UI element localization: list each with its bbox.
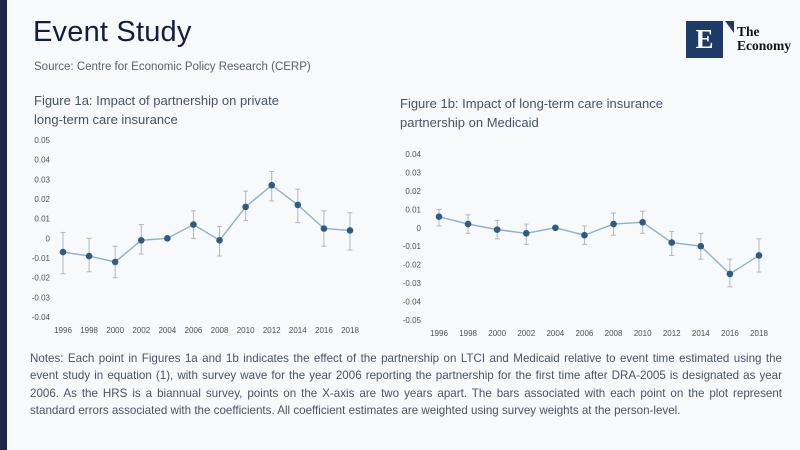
figure-1a-chart: 0.05 0.04 0.03 0.02 0.01 0 -0.01 -0.02 -0.03 -0.0… [32, 136, 360, 335]
x-axis-tick-label: 2002 [517, 329, 535, 338]
brand-logo: E The Economy [686, 21, 791, 58]
x-axis-tick-label: 2006 [576, 329, 594, 338]
x-axis-tick-label: 2016 [315, 326, 333, 335]
y-axis-tick-label: 0.05 [34, 136, 50, 145]
source-line: Source: Centre for Economic Policy Resea… [34, 61, 311, 73]
data-point [216, 237, 223, 244]
logo-wordmark-line2: Economy [737, 38, 791, 54]
x-axis-tick-label: 2000 [488, 329, 506, 338]
data-point [668, 239, 676, 246]
trend-line [62, 184, 351, 263]
left-accent-bar [0, 0, 7, 450]
y-axis-tick-label: -0.01 [403, 242, 422, 251]
data-point [190, 221, 197, 228]
x-axis-tick-label: 1998 [459, 329, 477, 338]
data-point [346, 227, 354, 234]
x-axis-tick-label: 2018 [341, 326, 359, 335]
y-axis-tick-label: -0.04 [32, 313, 51, 322]
x-axis-tick-label: 2014 [692, 329, 710, 338]
y-axis-tick-label: 0 [417, 224, 422, 233]
data-point [294, 201, 302, 209]
data-point [137, 237, 145, 244]
y-axis-tick-label: -0.02 [32, 274, 51, 283]
data-point [552, 224, 559, 232]
x-axis-tick-label: 2008 [211, 326, 229, 335]
y-axis-tick-label: 0.02 [34, 195, 50, 204]
figure-1b-title: Figure 1b: Impact of long-term care insu… [400, 96, 664, 130]
x-axis-tick-label: 2010 [237, 326, 255, 335]
x-axis-tick-label: 1996 [430, 329, 448, 338]
data-point [610, 220, 617, 228]
y-axis-tick-label: 0.04 [405, 150, 421, 159]
x-axis-tick-label: 2004 [546, 329, 564, 338]
data-point [464, 220, 472, 228]
data-point [111, 258, 119, 266]
y-axis-tick-label: -0.02 [403, 261, 422, 270]
data-point [164, 235, 171, 242]
logo-wordmark-line1: The [737, 24, 760, 39]
y-axis-tick-label: -0.05 [403, 316, 422, 325]
data-point [242, 203, 249, 211]
x-axis-tick-label: 2018 [750, 329, 768, 338]
y-axis-tick-label: 0.02 [405, 187, 421, 196]
y-axis-tick-label: -0.03 [32, 293, 51, 302]
y-axis-tick-label: 0.03 [405, 168, 421, 177]
x-axis-tick-label: 2002 [132, 326, 150, 335]
x-axis-tick-label: 2014 [289, 326, 307, 335]
page-title: Event Study [33, 16, 192, 48]
x-axis-tick-label: 2012 [263, 326, 281, 335]
logo-flag-icon [725, 21, 734, 33]
x-axis-tick-label: 2006 [185, 326, 203, 335]
y-axis-tick-label: -0.01 [32, 254, 51, 263]
data-point [697, 242, 705, 250]
data-point [59, 248, 67, 256]
y-axis-tick-label: 0 [46, 234, 51, 243]
logo-letter: E [695, 24, 714, 54]
data-point [320, 225, 328, 232]
x-axis-tick-label: 2010 [634, 329, 652, 338]
data-point [493, 226, 501, 233]
data-point [726, 270, 734, 278]
x-axis-tick-label: 2004 [158, 326, 176, 335]
notes-text: Notes: Each point in Figures 1a and 1b i… [30, 352, 782, 418]
data-point [435, 213, 443, 221]
data-point [755, 252, 763, 259]
y-axis-tick-label: 0.01 [405, 205, 421, 214]
x-axis-tick-label: 2008 [605, 329, 623, 338]
x-axis-tick-label: 1998 [80, 326, 98, 335]
data-point [85, 252, 93, 260]
x-axis-tick-label: 2016 [721, 329, 739, 338]
data-point [268, 181, 276, 189]
trend-line [438, 216, 760, 275]
logo-wordmark: The Economy [737, 21, 791, 53]
data-point [522, 230, 530, 237]
figure-1a-title: Figure 1a: Impact of partnership on priv… [34, 93, 279, 127]
y-axis-tick-label: 0.04 [34, 156, 50, 165]
y-axis-tick-label: 0.03 [34, 175, 50, 184]
logo-e-icon: E [686, 21, 734, 58]
x-axis-tick-label: 2000 [106, 326, 124, 335]
y-axis-tick-label: -0.03 [403, 279, 422, 288]
x-axis-tick-label: 2012 [663, 329, 681, 338]
data-point [639, 218, 646, 226]
figure-1b-chart: 0.04 0.03 0.02 0.01 0 -0.01 -0.02 -0.03 -0.04 -0.… [403, 150, 769, 338]
y-axis-tick-label: -0.04 [403, 298, 422, 307]
x-axis-tick-label: 1996 [54, 326, 72, 335]
data-point [581, 231, 588, 239]
y-axis-tick-label: 0.01 [34, 215, 50, 224]
